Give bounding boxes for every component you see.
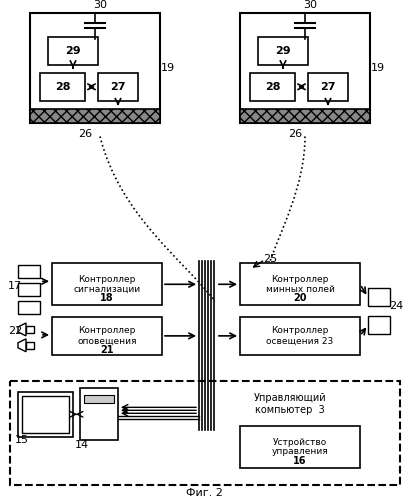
Text: 30: 30 (303, 0, 317, 10)
Text: управления: управления (272, 448, 328, 457)
Text: компьютер  3: компьютер 3 (255, 405, 325, 415)
FancyBboxPatch shape (26, 326, 34, 333)
FancyBboxPatch shape (30, 109, 160, 123)
Text: 28: 28 (265, 82, 280, 92)
FancyBboxPatch shape (48, 37, 98, 65)
FancyBboxPatch shape (240, 13, 370, 123)
FancyBboxPatch shape (18, 283, 40, 296)
FancyBboxPatch shape (368, 316, 390, 334)
Text: 26: 26 (288, 129, 302, 139)
Text: Устройство: Устройство (273, 438, 327, 447)
Text: оповещения: оповещения (77, 336, 137, 345)
FancyBboxPatch shape (26, 342, 34, 349)
Text: Управляющий: Управляющий (254, 393, 326, 403)
Text: 20: 20 (293, 293, 307, 303)
Text: 28: 28 (55, 82, 70, 92)
Text: 17: 17 (8, 281, 22, 291)
Text: 16: 16 (293, 456, 307, 466)
FancyBboxPatch shape (18, 392, 73, 437)
FancyBboxPatch shape (368, 288, 390, 306)
FancyBboxPatch shape (84, 395, 114, 403)
FancyBboxPatch shape (10, 381, 400, 485)
FancyBboxPatch shape (240, 263, 360, 305)
FancyBboxPatch shape (52, 317, 162, 355)
Text: 30: 30 (93, 0, 107, 10)
Text: 29: 29 (275, 46, 291, 56)
Text: Фиг. 2: Фиг. 2 (186, 488, 222, 498)
FancyBboxPatch shape (80, 389, 118, 440)
Text: 18: 18 (100, 293, 114, 303)
Text: Контроллер: Контроллер (78, 275, 136, 284)
Text: 19: 19 (161, 63, 175, 73)
Text: 29: 29 (65, 46, 81, 56)
Polygon shape (18, 339, 26, 352)
Text: 14: 14 (75, 440, 89, 450)
FancyBboxPatch shape (52, 263, 162, 305)
FancyBboxPatch shape (40, 73, 85, 101)
Text: Контроллер: Контроллер (271, 326, 329, 335)
Text: 25: 25 (263, 254, 277, 264)
FancyBboxPatch shape (240, 317, 360, 355)
FancyBboxPatch shape (258, 37, 308, 65)
Text: 24: 24 (389, 301, 403, 311)
FancyBboxPatch shape (30, 13, 160, 123)
FancyBboxPatch shape (240, 426, 360, 468)
FancyBboxPatch shape (308, 73, 348, 101)
Text: 22: 22 (8, 326, 22, 336)
Text: минных полей: минных полей (266, 285, 335, 294)
Text: 21: 21 (100, 345, 114, 355)
FancyBboxPatch shape (22, 396, 69, 433)
Text: 19: 19 (371, 63, 385, 73)
Text: сигнализации: сигнализации (73, 285, 141, 294)
FancyBboxPatch shape (18, 265, 40, 278)
Text: Контроллер: Контроллер (78, 326, 136, 335)
FancyBboxPatch shape (18, 301, 40, 314)
Text: 27: 27 (320, 82, 336, 92)
Text: 15: 15 (15, 435, 29, 445)
Text: 26: 26 (78, 129, 92, 139)
FancyBboxPatch shape (98, 73, 138, 101)
Text: Контроллер: Контроллер (271, 275, 329, 284)
Polygon shape (18, 323, 26, 336)
Text: освещения 23: освещения 23 (266, 336, 334, 345)
FancyBboxPatch shape (240, 109, 370, 123)
Text: 27: 27 (110, 82, 126, 92)
FancyBboxPatch shape (250, 73, 295, 101)
